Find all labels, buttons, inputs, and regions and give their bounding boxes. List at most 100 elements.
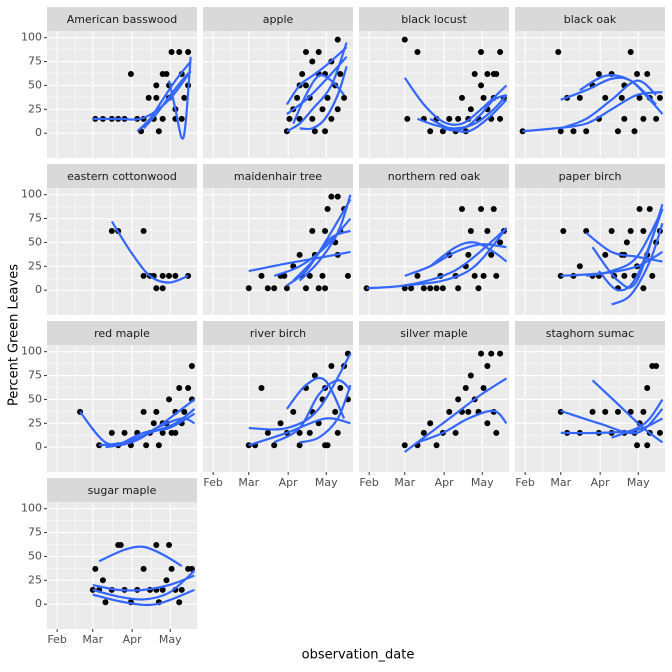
point <box>484 227 491 234</box>
point <box>557 128 564 135</box>
point <box>168 565 175 572</box>
fit-line <box>429 98 508 133</box>
point <box>484 420 491 427</box>
point <box>478 206 485 213</box>
point <box>322 128 329 135</box>
point <box>159 70 166 77</box>
point <box>258 384 265 391</box>
point <box>644 70 651 77</box>
point <box>621 115 628 122</box>
point <box>490 206 497 213</box>
point <box>168 49 175 56</box>
point <box>309 58 316 65</box>
point <box>576 94 583 101</box>
fit-line <box>579 74 657 106</box>
x-tick-label: Feb <box>47 633 66 646</box>
fit-line <box>591 379 664 444</box>
point <box>245 285 252 292</box>
x-tick-label: Apr <box>123 633 143 646</box>
point <box>420 285 427 292</box>
point <box>640 408 647 415</box>
facet-title: maidenhair tree <box>234 170 322 183</box>
fit-line <box>142 70 192 130</box>
fit-line <box>560 79 657 130</box>
fit-line <box>560 417 663 435</box>
point <box>462 384 469 391</box>
point <box>467 372 474 379</box>
point <box>145 94 152 101</box>
point <box>627 408 634 415</box>
panel-marks <box>108 220 192 292</box>
point <box>618 94 625 101</box>
point <box>471 70 478 77</box>
point <box>446 408 453 415</box>
fit-line <box>273 379 352 444</box>
point <box>311 128 318 135</box>
point <box>478 49 485 56</box>
facet-title: red maple <box>94 327 150 340</box>
point <box>334 36 341 43</box>
y-tick-label: 75 <box>28 212 42 225</box>
fit-line <box>92 569 196 601</box>
x-tick-label: Mar <box>394 476 415 489</box>
point <box>159 272 166 279</box>
fit-line <box>285 46 348 106</box>
point <box>121 429 128 436</box>
y-tick-label: 0 <box>35 126 42 139</box>
fit-line <box>167 56 192 140</box>
fit-line <box>117 412 196 447</box>
fit-line <box>404 243 507 277</box>
point <box>324 206 331 213</box>
point <box>315 285 322 292</box>
x-tick-label: Feb <box>359 476 378 489</box>
point <box>455 285 462 292</box>
point <box>334 193 341 200</box>
point <box>159 586 166 593</box>
point <box>656 429 663 436</box>
point <box>439 285 446 292</box>
point <box>299 70 306 77</box>
y-tick-label: 50 <box>28 549 42 562</box>
point <box>258 272 265 279</box>
point <box>478 350 485 357</box>
point <box>458 94 465 101</box>
fit-line <box>522 91 663 133</box>
panel <box>203 31 353 158</box>
point <box>311 372 318 379</box>
point <box>140 272 147 279</box>
point <box>322 442 329 449</box>
panel-marks <box>519 49 664 135</box>
point <box>646 206 653 213</box>
panel-marks <box>77 363 196 449</box>
x-tick-label: May <box>471 476 494 489</box>
x-tick-label: Feb <box>203 476 222 489</box>
point <box>328 193 335 200</box>
point <box>480 94 487 101</box>
point <box>589 408 596 415</box>
point <box>493 272 500 279</box>
point <box>414 272 421 279</box>
y-tick-label: 25 <box>28 102 42 115</box>
point <box>640 227 647 234</box>
point <box>627 49 634 56</box>
fit-line <box>105 417 195 449</box>
fit-line <box>92 70 192 121</box>
point <box>644 384 651 391</box>
point <box>570 128 577 135</box>
point <box>264 285 271 292</box>
point <box>408 285 415 292</box>
point <box>172 272 179 279</box>
facet-title: sugar maple <box>88 484 157 497</box>
point <box>636 94 643 101</box>
point <box>324 94 331 101</box>
point <box>172 429 179 436</box>
point <box>290 408 297 415</box>
point <box>286 115 293 122</box>
panel <box>47 188 197 315</box>
point <box>433 285 440 292</box>
fit-line <box>417 409 508 444</box>
y-tick-label: 50 <box>28 392 42 405</box>
point <box>583 227 590 234</box>
point <box>497 239 504 246</box>
point <box>427 128 434 135</box>
